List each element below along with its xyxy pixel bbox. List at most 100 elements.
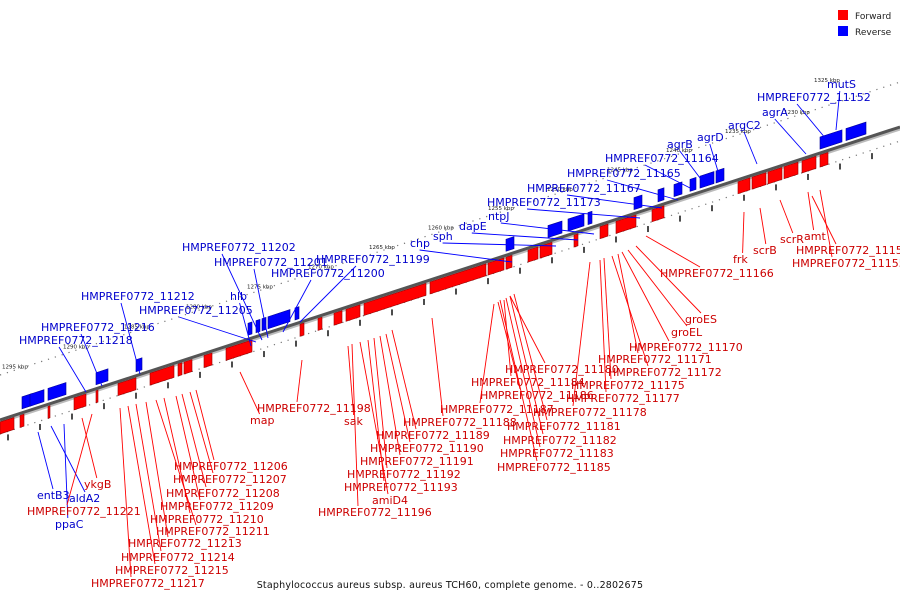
reverse-leader-line bbox=[442, 242, 557, 247]
reverse-gene-label: agrB bbox=[667, 138, 693, 151]
legend-swatch-reverse bbox=[838, 26, 848, 36]
reverse-leader-line bbox=[566, 194, 663, 209]
forward-gene-label: scrR bbox=[780, 233, 804, 246]
forward-leader-line bbox=[385, 333, 411, 443]
forward-gene-block bbox=[487, 257, 505, 276]
scale-tick-label: 1325 kbp bbox=[814, 78, 840, 84]
forward-gene-block bbox=[299, 322, 305, 337]
forward-gene-label: HMPREF0772_11155 bbox=[792, 257, 900, 270]
forward-gene-label: HMPREF0772_11217 bbox=[91, 577, 205, 590]
forward-leader-line bbox=[513, 293, 548, 421]
forward-gene-block bbox=[527, 246, 539, 263]
reverse-leader-line bbox=[526, 208, 641, 219]
reverse-leader-line bbox=[120, 302, 141, 375]
forward-leader-line bbox=[359, 341, 389, 495]
forward-leader-line bbox=[742, 211, 745, 254]
reverse-gene-label: agrA bbox=[762, 106, 788, 119]
reverse-gene-label: entB3 bbox=[37, 489, 70, 502]
reverse-gene-block bbox=[845, 121, 867, 141]
forward-gene-label: HMPREF0772_11183 bbox=[500, 447, 614, 460]
forward-leader-line bbox=[81, 417, 98, 479]
forward-gene-block bbox=[117, 377, 137, 396]
legend-label-forward: Forward bbox=[855, 12, 891, 22]
forward-leader-line bbox=[195, 389, 215, 461]
forward-gene-block bbox=[73, 393, 87, 411]
forward-gene-label: groES bbox=[685, 313, 717, 326]
scale-tick-label: 1245 kbp bbox=[607, 167, 633, 173]
forward-gene-block bbox=[801, 155, 817, 174]
forward-gene-label: HMPREF0772_11221 bbox=[27, 505, 141, 518]
reverse-gene-label: sph bbox=[433, 230, 453, 243]
reverse-gene-label: HMPREF0772_11202 bbox=[182, 241, 296, 254]
forward-leader-line bbox=[497, 301, 521, 390]
forward-leader-line bbox=[811, 195, 837, 245]
reverse-gene-label: HMPREF0772_11216 bbox=[41, 321, 155, 334]
reverse-gene-block bbox=[505, 236, 515, 252]
scale-tick-label: 1270 kbp bbox=[308, 265, 334, 271]
reverse-gene-label: HMPREF0772_11199 bbox=[316, 253, 430, 266]
backbone-line bbox=[0, 125, 900, 422]
reverse-leader-line bbox=[606, 179, 679, 201]
forward-gene-block bbox=[819, 152, 829, 168]
reverse-leader-line bbox=[221, 253, 263, 341]
scale-tick-label: 1255 kbp bbox=[488, 206, 514, 212]
forward-gene-label: HMPREF0772_11172 bbox=[608, 366, 722, 379]
forward-leader-line bbox=[479, 303, 495, 404]
forward-gene-label: ykgB bbox=[84, 478, 111, 491]
forward-gene-block bbox=[149, 364, 175, 386]
forward-leader-line bbox=[509, 295, 546, 364]
forward-leader-line bbox=[181, 393, 207, 488]
reverse-gene-label: agrD bbox=[697, 131, 724, 144]
forward-gene-label: HMPREF0772_11188 bbox=[403, 416, 517, 429]
forward-leader-line bbox=[572, 261, 591, 407]
forward-leader-line bbox=[627, 249, 688, 327]
forward-gene-block bbox=[317, 316, 323, 331]
scale-tick-label: 1280 kbp bbox=[186, 304, 212, 310]
reverse-leader-line bbox=[471, 232, 579, 241]
forward-gene-label: map bbox=[250, 414, 274, 427]
reverse-leader-line bbox=[80, 333, 103, 387]
forward-gene-block bbox=[95, 389, 99, 404]
forward-leader-line bbox=[779, 199, 794, 234]
forward-gene-label: HMPREF0772_11198 bbox=[257, 402, 371, 415]
reverse-leader-line bbox=[419, 249, 513, 263]
forward-leader-line bbox=[603, 257, 612, 380]
forward-leader-line bbox=[621, 251, 670, 342]
reverse-gene-block bbox=[673, 181, 683, 197]
forward-leader-line bbox=[239, 371, 261, 415]
scale-tick-label: 1265 kbp bbox=[369, 245, 395, 251]
forward-gene-label: HMPREF0772_11166 bbox=[660, 267, 774, 280]
forward-gene-block bbox=[183, 359, 193, 375]
reverse-gene-label: HMPREF0772_11173 bbox=[487, 196, 601, 209]
scale-tick-label: 1275 kbp bbox=[247, 285, 273, 291]
reverse-leader-line bbox=[743, 131, 758, 165]
reverse-gene-label: ntpJ bbox=[488, 210, 510, 223]
forward-gene-block bbox=[333, 310, 343, 326]
forward-gene-label: HMPREF0772_11171 bbox=[598, 353, 712, 366]
reverse-leader-line bbox=[299, 265, 357, 323]
forward-gene-block bbox=[345, 304, 361, 322]
reverse-gene-label: HMPREF0772_11218 bbox=[19, 334, 133, 347]
reverse-gene-block bbox=[95, 368, 109, 386]
forward-gene-block bbox=[767, 167, 783, 185]
reverse-gene-block bbox=[699, 171, 715, 189]
forward-leader-line bbox=[127, 405, 156, 565]
forward-gene-block bbox=[203, 352, 213, 368]
reverse-gene-block bbox=[47, 382, 67, 401]
reverse-leader-line bbox=[835, 90, 841, 131]
forward-gene-label: HMPREF0772_11177 bbox=[566, 392, 680, 405]
forward-gene-block bbox=[429, 263, 487, 295]
reverse-leader-line bbox=[58, 346, 87, 393]
reverse-gene-block bbox=[29, 389, 45, 407]
forward-leader-line bbox=[499, 299, 538, 462]
forward-leader-line bbox=[509, 295, 544, 435]
reverse-gene-block bbox=[135, 357, 143, 373]
forward-gene-label: HMPREF0772_11213 bbox=[128, 537, 242, 550]
forward-leader-line bbox=[351, 343, 359, 507]
forward-gene-block bbox=[225, 339, 253, 361]
forward-leader-line bbox=[379, 335, 401, 456]
forward-gene-label: HMPREF0772_11187 bbox=[440, 403, 554, 416]
reverse-gene-label: HMPREF0772_11205 bbox=[139, 304, 253, 317]
forward-leader-line bbox=[391, 329, 417, 430]
